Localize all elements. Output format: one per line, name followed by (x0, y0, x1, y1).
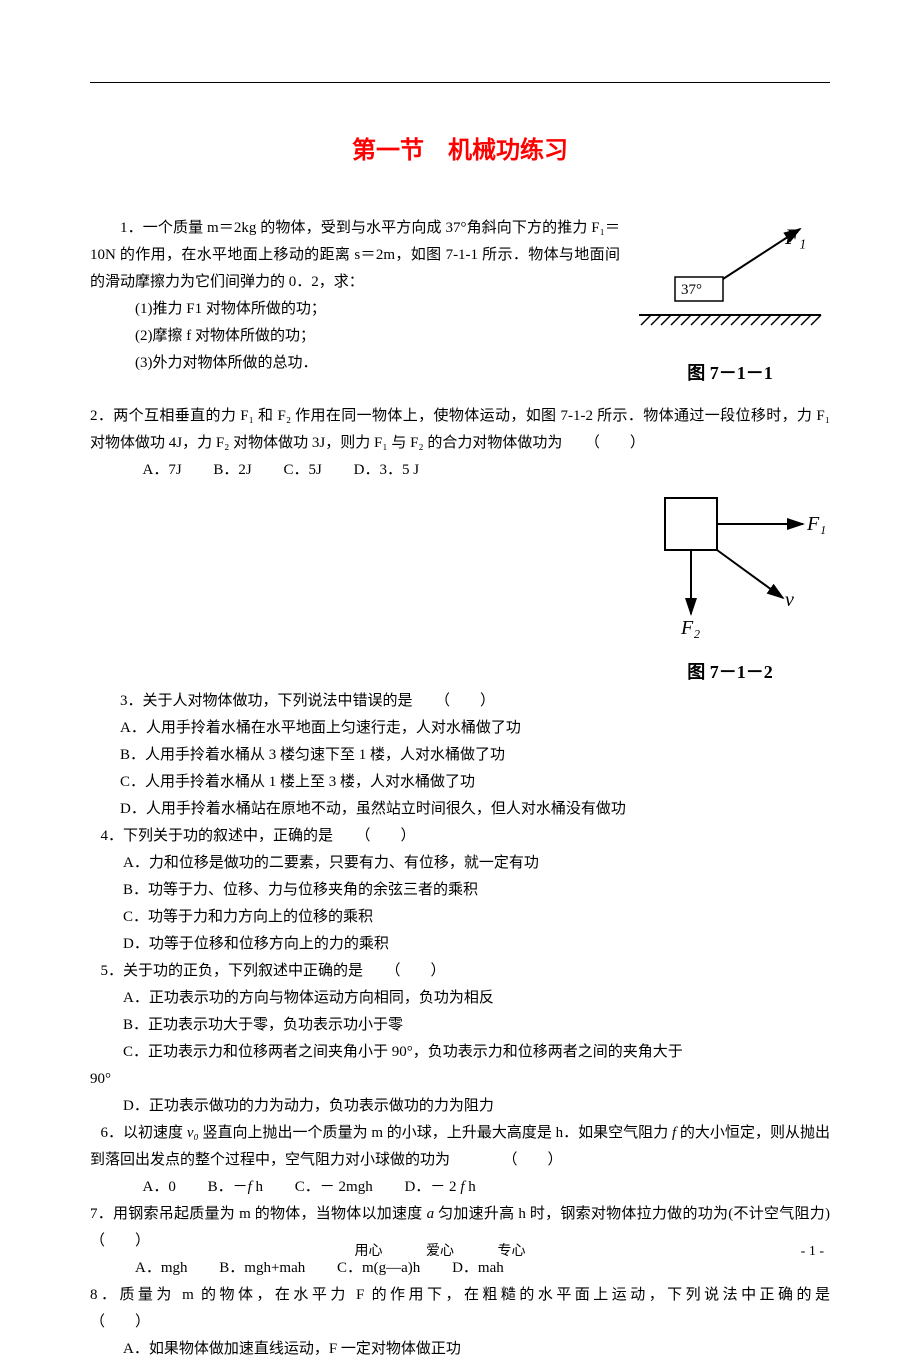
q5-opt-a: A．正功表示功的方向与物体运动方向相同，负功为相反 (90, 985, 830, 1012)
page-title: 第一节 机械功练习 (352, 138, 568, 164)
q8-text: 质量为 m 的物体，在水平力 F 的作用下，在粗糙的水平面上运动，下列说法中正确… (90, 1287, 920, 1330)
q5-opt-c-cont: 90° (90, 1066, 830, 1093)
figure-7-1-1-svg: 37° F₁ (635, 219, 825, 339)
q6-opt-c: C．－ 2mgh (295, 1174, 373, 1201)
q1-text: 一个质量 m＝2kg 的物体，受到与水平方向成 37°角斜向下方的推力 F₁＝1… (90, 220, 620, 290)
q5-stem: 5．关于功的正负，下列叙述中正确的是 （ ） (90, 958, 830, 985)
q3-text: 关于人对物体做功，下列说法中错误的是 （ ） (143, 693, 496, 709)
q6-stem: 6．以初速度 v₀ 竖直向上抛出一个质量为 m 的小球，上升最大高度是 h．如果… (90, 1120, 830, 1174)
figure-7-1-1-caption: 图 7－1－1 (630, 357, 830, 389)
footer: 用心 爱心 专心 (0, 1240, 920, 1260)
force-f2-label: F₂ (680, 617, 700, 638)
q2-opt-c: C．5J (284, 457, 322, 484)
page-title-row: 第一节 机械功练习 (90, 130, 830, 165)
q5-opt-d: D．正功表示做功的力为动力，负功表示做功的力为阻力 (90, 1093, 830, 1120)
q6-t2: 竖直向上抛出一个质量为 m 的小球，上升最大高度是 h．如果空气阻力 (199, 1125, 672, 1141)
q7-a: a (427, 1206, 435, 1222)
q7-t0: 用钢索吊起质量为 m 的物体，当物体以加速度 (113, 1206, 427, 1222)
q6-options: A．0 B．－f h C．－ 2mgh D．－ 2 f h (90, 1174, 830, 1201)
q6b-pre: B．－ (208, 1179, 248, 1195)
q3-stem: 3．关于人对物体做功，下列说法中错误的是 （ ） (90, 688, 830, 715)
q4-opt-c: C．功等于力和力方向上的位移的乘积 (90, 904, 830, 931)
q5-opt-c: C．正功表示力和位移两者之间夹角小于 90°，负功表示力和位移两者之间的夹角大于 (90, 1039, 830, 1066)
angle-label: 37° (681, 282, 702, 298)
q2-options: A．7J B．2J C．5J D．3．5 J (90, 457, 830, 484)
footer-w1: 用心 (355, 1240, 383, 1260)
content: 37° F₁ 图 7－1－1 1．一个质量 m＝2kg 的物体，受到与水平方向成… (90, 215, 830, 1363)
q5-opt-b: B．正功表示功大于零，负功表示功小于零 (90, 1012, 830, 1039)
q2-opt-a: A．7J (143, 457, 182, 484)
q4-opt-b: B．功等于力、位移、力与位移夹角的余弦三者的乘积 (90, 877, 830, 904)
force-f1-label-2: F₁ (806, 513, 825, 535)
q6-opt-b: B．－f h (208, 1174, 263, 1201)
q6-opt-d: D．－ 2 f h (404, 1174, 475, 1201)
q2-opt-b: B．2J (213, 457, 251, 484)
q2-stem: 2．两个互相垂直的力 F₁ 和 F₂ 作用在同一物体上，使物体运动，如图 7-1… (90, 403, 830, 457)
force-f1-label: F₁ (784, 224, 806, 249)
footer-w2: 爱心 (426, 1240, 454, 1260)
q6-opt-a: A．0 (143, 1174, 176, 1201)
q3-opt-a: A．人用手拎着水桶在水平地面上匀速行走，人对水桶做了功 (90, 715, 830, 742)
q8-opt-a: A．如果物体做加速直线运动，F 一定对物体做正功 (90, 1336, 830, 1363)
q4-opt-a: A．力和位移是做功的二要素，只要有力、有位移，就一定有功 (90, 850, 830, 877)
q3-opt-c: C．人用手拎着水桶从 1 楼上至 3 楼，人对水桶做了功 (90, 769, 830, 796)
top-rule (90, 82, 830, 83)
q4-opt-d: D．功等于位移和位移方向上的力的乘积 (90, 931, 830, 958)
page-number: - 1 - (801, 1244, 824, 1260)
figure-7-1-1: 37° F₁ 图 7－1－1 (630, 219, 830, 389)
q8-stem: 8．质量为 m 的物体，在水平力 F 的作用下，在粗糙的水平面上运动，下列说法中… (90, 1282, 830, 1336)
q3-opt-d: D．人用手拎着水桶站在原地不动，虽然站立时间很久，但人对水桶没有做功 (90, 796, 830, 823)
velocity-v-label: v (785, 589, 794, 611)
q2-opt-d: D．3．5 J (354, 457, 419, 484)
q6d-pre: D．－ 2 (404, 1179, 460, 1195)
q5-text: 关于功的正负，下列叙述中正确的是 （ ） (123, 963, 446, 979)
q6d-post: h (464, 1179, 475, 1195)
figure-7-1-2-caption: 图 7－1－2 (630, 656, 830, 688)
q2-text: 两个互相垂直的力 F₁ 和 F₂ 作用在同一物体上，使物体运动，如图 7-1-2… (90, 408, 830, 451)
q4-stem: 4．下列关于功的叙述中，正确的是 （ ） (90, 823, 830, 850)
q3-opt-b: B．人用手拎着水桶从 3 楼匀速下至 1 楼，人对水桶做了功 (90, 742, 830, 769)
q6-v0: v₀ (187, 1125, 199, 1141)
footer-w3: 专心 (498, 1240, 526, 1260)
q6-t0: 以初速度 (123, 1125, 187, 1141)
figure-7-1-2: F₁ F₂ v 图 7－1－2 (630, 488, 830, 688)
q6b-post: h (252, 1179, 263, 1195)
q4-text: 下列关于功的叙述中，正确的是 （ ） (123, 828, 416, 844)
figure-7-1-2-svg: F₁ F₂ v (635, 488, 825, 638)
